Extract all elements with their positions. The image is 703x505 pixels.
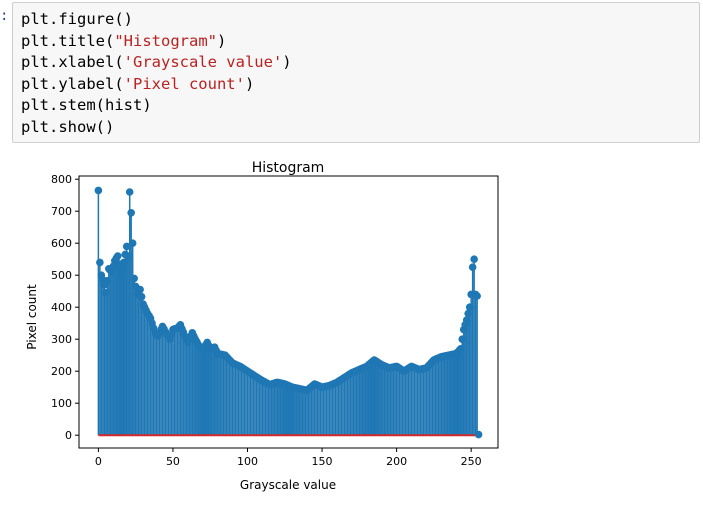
stem-marker (113, 252, 122, 260)
y-tick-label: 0 (65, 429, 72, 442)
stem-marker (470, 255, 478, 263)
stem-marker (102, 289, 110, 297)
x-tick-label: 150 (312, 455, 333, 468)
x-tick-label: 200 (386, 455, 407, 468)
stem-marker (128, 239, 137, 247)
stem-marker (473, 292, 481, 300)
code-line: plt.title("Histogram") (21, 31, 227, 50)
y-tick-label: 100 (51, 397, 72, 410)
x-axis-label: Grayscale value (240, 478, 336, 492)
y-axis-label: Pixel count (25, 284, 39, 350)
y-tick-label: 200 (51, 365, 72, 378)
stem-chart: Histogram Grayscale value Pixel count 0 5… (25, 160, 499, 492)
y-tick-label: 300 (51, 333, 72, 346)
y-tick-label: 700 (51, 205, 72, 218)
stem-marker (464, 309, 472, 318)
stem-marker (127, 209, 135, 217)
stem-marker (136, 285, 144, 294)
stem-marker (122, 242, 131, 251)
y-tick-label: 400 (51, 301, 72, 314)
y-tick-label: 600 (51, 237, 72, 250)
stem-marker (96, 258, 104, 267)
stem-marker (94, 186, 103, 195)
code-line: plt.xlabel('Grayscale value') (21, 53, 292, 71)
x-tick-label: 100 (237, 455, 258, 468)
code-line: plt.show() (21, 117, 115, 136)
x-tick-label: 0 (95, 455, 102, 468)
cell-prompt: : (0, 8, 9, 24)
chart-title: Histogram (252, 160, 325, 176)
stem-marker (458, 335, 467, 343)
stem-marker (103, 276, 112, 285)
stem-marker (456, 345, 465, 353)
stem-marker (125, 188, 134, 196)
code-cell[interactable]: plt.figure() plt.title("Histogram") plt.… (12, 2, 700, 143)
stem-marker (474, 430, 483, 439)
stem-marker (124, 252, 133, 260)
stem-marker (108, 268, 116, 276)
stem-marker (468, 263, 477, 271)
y-tick-label: 800 (51, 173, 72, 186)
code-line: plt.ylabel('Pixel count') (21, 74, 255, 93)
cell-output: Histogram Grayscale value Pixel count 0 5… (20, 152, 510, 497)
x-tick-label: 50 (166, 455, 180, 468)
x-tick-label: 250 (461, 455, 482, 468)
plot-area: 0 50 100 150 200 250 0 100 200 300 400 500 600 700 800 (51, 173, 499, 468)
code-line: plt.stem(hist) (21, 96, 152, 114)
y-tick-label: 500 (51, 269, 72, 282)
stem-marker (137, 292, 146, 301)
stem-marker (465, 303, 474, 311)
stem-marker (119, 258, 128, 267)
plot-frame (78, 175, 499, 449)
code-line: plt.figure() (21, 10, 133, 28)
stem-marker (462, 316, 471, 324)
stem-marker (130, 274, 138, 283)
